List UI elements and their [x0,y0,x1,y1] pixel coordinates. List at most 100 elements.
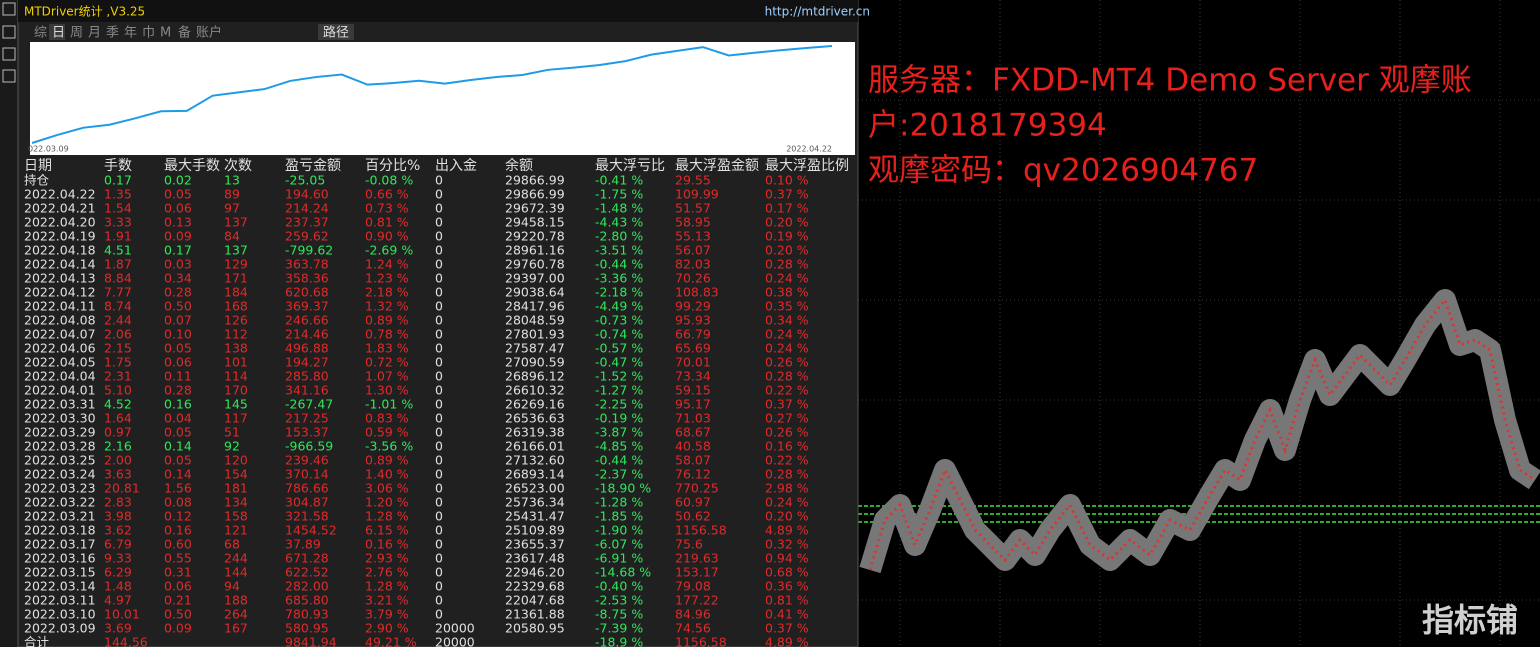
table-cell: 3.63 [104,467,132,482]
table-cell: 170 [224,383,248,398]
table-cell: 0.38 % [765,285,809,300]
table-cell: 0 [435,313,443,328]
column-header: 出入金 [435,158,477,174]
table-cell: 194.60 [285,187,329,202]
table-cell: 144 [224,565,248,580]
table-cell: 1.64 [104,411,132,426]
table-cell: 0.05 [164,425,192,440]
table-cell: 0.31 [164,565,192,580]
table-cell: -1.01 % [365,397,413,412]
table-cell: 73.34 [675,369,711,384]
table-cell: 171 [224,271,248,286]
table-cell: 29397.00 [505,271,565,286]
table-cell: 2022.03.15 [24,565,96,580]
table-cell: 1.48 [104,579,132,594]
table-cell: 0.20 % [765,243,809,258]
table-cell: 145 [224,397,248,412]
tab[interactable]: 巾 [142,26,155,41]
equity-chart [30,42,855,155]
tab[interactable]: 日 [52,26,65,41]
table-cell: 0.16 [164,397,192,412]
table-cell: 685.80 [285,593,329,608]
table-cell: 10.01 [104,607,140,622]
table-cell: 237.37 [285,215,329,230]
table-cell: 22329.68 [505,579,565,594]
table-cell: 22047.68 [505,593,565,608]
tab[interactable]: 账户 [196,25,222,41]
table-cell: 0.37 % [765,397,809,412]
path-button[interactable]: 路径 [323,25,349,41]
equity-end-label: 2022.04.22 [786,145,832,154]
table-cell: 369.37 [285,299,329,314]
tab[interactable]: 月 [88,26,101,41]
table-cell: 0.73 % [365,201,409,216]
total-cell: 1156.58 [675,635,727,647]
table-cell: 1156.58 [675,523,727,538]
table-cell: 0.22 % [765,383,809,398]
table-cell: 0 [435,173,443,188]
table-cell: 264 [224,607,248,622]
table-cell: -0.44 % [595,453,643,468]
table-cell: 0 [435,411,443,426]
table-cell: 92 [224,439,240,454]
table-cell: 0.06 [164,579,192,594]
table-cell: 101 [224,355,248,370]
table-cell: 2.31 [104,369,132,384]
table-cell: -4.43 % [595,215,643,230]
table-cell: -1.27 % [595,383,643,398]
table-cell: 60.97 [675,495,711,510]
table-cell: 0.28 % [765,257,809,272]
table-cell: 2022.03.14 [24,579,96,594]
table-cell: 0 [435,593,443,608]
path-button-bg[interactable] [318,24,354,40]
table-cell: 0 [435,215,443,230]
table-cell: 2022.04.01 [24,383,96,398]
table-cell: 0.07 [164,313,192,328]
tab[interactable]: 年 [124,26,137,41]
table-cell: 26536.63 [505,411,565,426]
table-cell: 94 [224,579,240,594]
table-cell: 23655.37 [505,537,565,552]
table-cell: 2022.04.22 [24,187,96,202]
table-cell: 0 [435,551,443,566]
tab[interactable]: 周 [70,26,83,41]
tab[interactable]: 综 [34,26,47,41]
table-cell: 181 [224,481,248,496]
table-cell: 2022.03.09 [24,621,96,636]
icon[interactable] [2,47,16,61]
column-header: 百分比% [365,158,420,174]
table-cell: -4.49 % [595,299,643,314]
icon[interactable] [2,25,16,39]
table-cell: 2022.03.22 [24,495,96,510]
table-cell: 285.80 [285,369,329,384]
table-cell: 0.04 [164,411,192,426]
table-cell: -3.56 % [365,439,413,454]
table-cell: -0.08 % [365,173,413,188]
table-cell: 1454.52 [285,523,337,538]
total-cell: 49.21 % [365,635,417,647]
table-cell: -0.47 % [595,355,643,370]
table-cell: 0 [435,257,443,272]
column-header: 次数 [224,158,252,174]
table-cell: 26166.01 [505,439,565,454]
table-cell: 1.91 [104,229,132,244]
table-cell: 0.05 [164,187,192,202]
tab[interactable]: M [160,26,171,41]
table-cell: 27801.93 [505,327,565,342]
icon[interactable] [2,69,16,83]
tab[interactable]: 备 [178,25,191,41]
table-cell: -3.36 % [595,271,643,286]
url[interactable]: http://mtdriver.cn [765,5,870,19]
table-cell: 304.87 [285,495,329,510]
table-cell: 51.57 [675,201,711,216]
icon[interactable] [2,2,16,16]
table-cell: 2022.03.30 [24,411,96,426]
tab[interactable]: 季 [106,26,119,41]
column-header: 最大浮亏比 [595,158,665,174]
table-cell: 65.69 [675,341,711,356]
table-cell: -25.05 [285,173,325,188]
table-cell: 0.24 % [765,327,809,342]
table-cell: 0.10 % [765,173,809,188]
table-cell: 75.6 [675,537,703,552]
table-cell: 66.79 [675,327,711,342]
